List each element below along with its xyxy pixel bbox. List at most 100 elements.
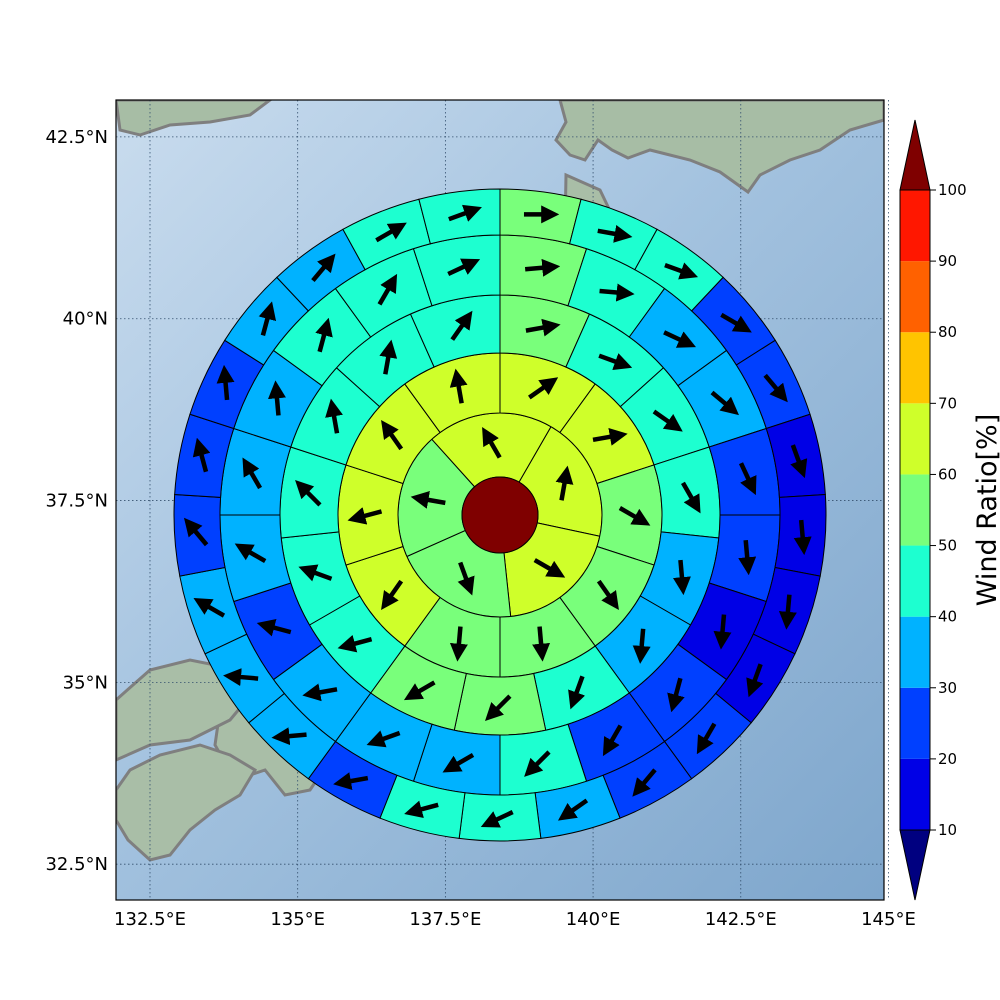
- center-core: [461, 476, 539, 554]
- wind-arrows: [183, 204, 812, 828]
- wind-arrow: [183, 517, 209, 547]
- wind-arrow: [763, 373, 788, 403]
- colorbar-tick-label: 80: [938, 323, 957, 341]
- wind-arrow: [602, 724, 623, 757]
- colorbar-bin: [900, 545, 930, 617]
- colorbar-bin: [900, 474, 930, 546]
- wind-arrow: [447, 258, 481, 277]
- wind-arrow: [448, 204, 482, 222]
- lon-tick-label: 132.5°E: [114, 909, 186, 930]
- lat-tick-label: 32.5°N: [45, 854, 108, 875]
- wind-arrow: [379, 339, 398, 375]
- wind-ratio-rings: [173, 188, 827, 842]
- wind-arrow: [738, 539, 757, 576]
- wind-arrow: [337, 634, 373, 653]
- wind-arrow: [256, 618, 292, 637]
- colorbar-tick-label: 40: [938, 608, 957, 626]
- shikoku-land: [116, 743, 258, 862]
- wind-arrow: [482, 427, 502, 459]
- colorbar-label: Wind Ratio[%]: [972, 414, 1000, 606]
- wind-arrow: [268, 380, 286, 416]
- wind-arrow: [325, 398, 343, 434]
- lon-tick-label: 140°E: [566, 909, 621, 930]
- wind-arrow: [450, 310, 473, 341]
- wind-arrow: [366, 730, 401, 748]
- wind-arrow: [449, 626, 468, 662]
- wind-arrow: [457, 561, 475, 596]
- wind-arrow: [597, 224, 633, 243]
- colorbar-tick-label: 10: [938, 821, 957, 839]
- wind-arrow: [193, 598, 226, 618]
- wind-arrow: [557, 798, 589, 821]
- wind-arrow: [681, 481, 701, 514]
- wind-arrow: [375, 222, 407, 243]
- wind-arrow: [315, 317, 333, 353]
- wind-arrow: [528, 377, 559, 400]
- lat-tick-label: 40°N: [63, 309, 108, 330]
- longitude-axis: 132.5°E 135°E 137.5°E 140°E 142.5°E 145°E: [114, 909, 916, 930]
- wind-arrow: [778, 594, 797, 630]
- wind-arrow: [555, 465, 574, 501]
- hokkaido-land: [554, 100, 884, 195]
- wind-arrow: [632, 768, 657, 797]
- wind-arrow: [381, 579, 404, 610]
- lon-tick-label: 142.5°E: [705, 909, 777, 930]
- wind-arrow: [696, 722, 717, 755]
- wind-arrow: [533, 558, 566, 578]
- lon-tick-label: 137.5°E: [409, 909, 481, 930]
- wind-arrow: [404, 800, 439, 819]
- wind-arrow: [667, 677, 685, 713]
- wind-arrow: [485, 694, 512, 721]
- wind-arrow: [720, 312, 752, 333]
- wind-arrow: [480, 810, 514, 828]
- colorbar-tick-label: 60: [938, 465, 957, 483]
- colorbar-bin: [900, 261, 930, 333]
- map-frame: [115, 99, 885, 901]
- wind-arrow: [381, 420, 404, 451]
- wind-arrow: [532, 626, 551, 662]
- wind-arrow: [524, 258, 561, 277]
- wind-arrow: [598, 353, 633, 371]
- wind-arrow: [410, 491, 446, 509]
- wind-arrow: [596, 579, 619, 610]
- wind-arrow: [347, 507, 383, 525]
- colorbar-tick-label: 100: [938, 181, 967, 199]
- colorbar-bin: [900, 616, 930, 688]
- wind-arrow: [524, 750, 551, 777]
- wind-arrow: [192, 437, 211, 473]
- wind-arrow: [311, 253, 336, 283]
- wind-arrow: [713, 614, 732, 650]
- colorbar-bin: [900, 403, 930, 475]
- wind-arrow: [442, 752, 475, 773]
- colorbar-tick-label: 50: [938, 537, 957, 555]
- wind-arrow: [258, 301, 277, 336]
- wind-arrow: [216, 364, 235, 401]
- colorbar-tick-label: 90: [938, 252, 957, 270]
- colorbar-frame: [899, 189, 931, 831]
- colorbar-under-triangle: [899, 829, 931, 901]
- wind-arrow: [298, 564, 333, 582]
- colorbar: 10 20 30 40 50 60 70 80 90 100: [899, 119, 967, 901]
- colorbar-tick-label: 30: [938, 679, 957, 697]
- wind-arrow: [234, 543, 267, 564]
- wind-arrow: [333, 772, 369, 790]
- wind-arrow: [793, 519, 812, 556]
- colorbar-tick-label: 70: [938, 394, 957, 412]
- wind-arrow: [738, 462, 757, 496]
- lat-tick-label: 42.5°N: [45, 127, 108, 148]
- wind-arrow: [525, 318, 561, 337]
- wind-arrow: [672, 559, 691, 596]
- wind-arrow: [710, 390, 739, 416]
- wind-arrow: [403, 680, 436, 701]
- wind-arrow: [663, 330, 696, 348]
- wind-arrow: [377, 273, 398, 306]
- colorbar-over-triangle: [899, 119, 931, 191]
- colorbar-tick-label: 20: [938, 750, 957, 768]
- wind-arrow: [568, 675, 586, 710]
- lon-tick-label: 145°E: [861, 909, 916, 930]
- lat-tick-label: 35°N: [63, 672, 108, 693]
- colorbar-bin: [900, 332, 930, 404]
- wind-arrow: [790, 444, 808, 479]
- colorbar-bin: [900, 190, 930, 262]
- wind-arrow: [664, 262, 699, 280]
